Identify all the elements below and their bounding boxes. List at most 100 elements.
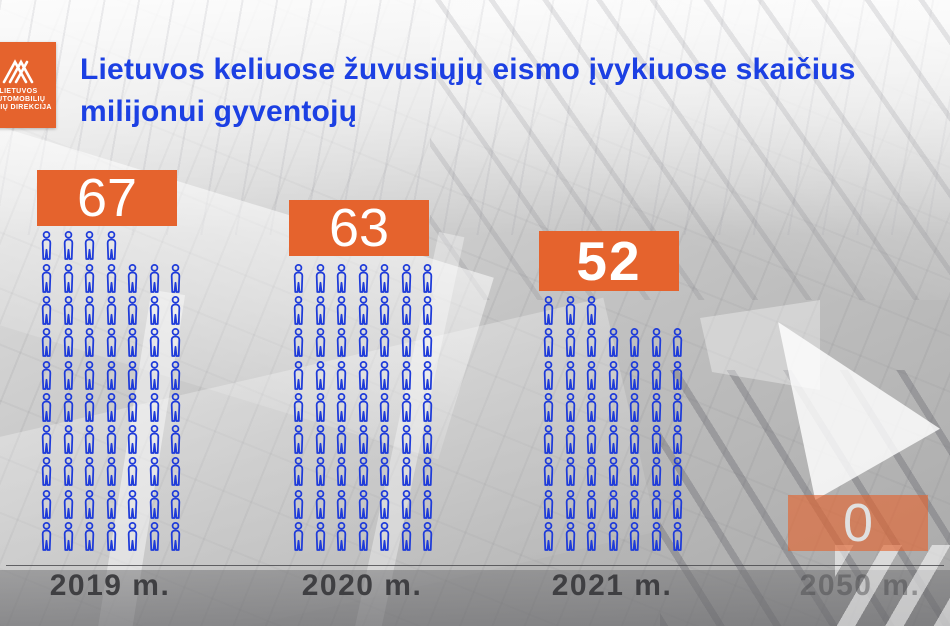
person-icon	[84, 328, 95, 358]
person-icon	[149, 328, 159, 358]
person-icon	[41, 489, 52, 519]
person-icon	[170, 360, 181, 390]
person-icon	[651, 392, 661, 422]
person-icon	[315, 522, 325, 551]
person-icon	[401, 489, 411, 519]
person-icon	[629, 522, 640, 551]
person-icon	[358, 263, 368, 293]
person-icon	[63, 231, 73, 261]
person-icon	[127, 522, 138, 551]
person-icon	[106, 425, 116, 454]
person-icon	[379, 425, 390, 454]
person-icon	[63, 263, 73, 293]
person-icon	[379, 457, 390, 487]
person-icon	[127, 360, 138, 390]
person-icon	[41, 231, 52, 261]
icon-row	[290, 326, 436, 358]
person-icon	[401, 263, 411, 293]
person-icon	[672, 360, 683, 390]
person-icon	[127, 489, 138, 519]
person-icon	[543, 457, 554, 487]
person-icon	[84, 392, 95, 422]
person-icon	[422, 425, 433, 454]
person-icon	[315, 263, 325, 293]
person-icon	[106, 392, 116, 422]
person-icon	[565, 489, 575, 519]
person-icon	[84, 457, 95, 487]
person-icon	[358, 392, 368, 422]
person-icon	[379, 295, 390, 325]
icon-row	[38, 358, 184, 390]
person-icon	[149, 392, 159, 422]
person-icon	[106, 263, 116, 293]
person-icon	[63, 425, 73, 454]
person-icon	[543, 522, 554, 551]
person-icon	[293, 328, 304, 358]
person-icon	[149, 457, 159, 487]
arrow-graphic-tail	[700, 300, 820, 390]
icon-row	[290, 261, 436, 293]
person-icon	[629, 489, 640, 519]
person-icon	[401, 522, 411, 551]
person-icon	[293, 522, 304, 551]
icon-row	[540, 294, 686, 326]
pictogram-grid-2020	[290, 261, 436, 552]
value-badge-2019: 67	[37, 168, 177, 228]
person-icon	[586, 457, 597, 487]
person-icon	[629, 457, 640, 487]
person-icon	[422, 457, 433, 487]
person-icon	[170, 489, 181, 519]
person-icon	[608, 489, 618, 519]
person-icon	[422, 263, 433, 293]
person-icon	[84, 295, 95, 325]
person-icon	[358, 457, 368, 487]
person-icon	[565, 457, 575, 487]
person-icon	[586, 522, 597, 551]
background-diagonal-shadows	[430, 0, 950, 300]
person-icon	[127, 392, 138, 422]
person-icon	[608, 425, 618, 454]
icon-row	[38, 391, 184, 423]
icon-row	[290, 391, 436, 423]
logo-line: AUTOMOBILIŲ	[0, 96, 46, 103]
person-icon	[106, 360, 116, 390]
person-icon	[422, 360, 433, 390]
person-icon	[608, 522, 618, 551]
person-icon	[672, 522, 683, 551]
person-icon	[63, 457, 73, 487]
person-icon	[336, 360, 347, 390]
person-icon	[358, 425, 368, 454]
person-icon	[127, 457, 138, 487]
year-label-2021: 2021 m.	[551, 569, 673, 602]
person-icon	[41, 360, 52, 390]
person-icon	[63, 360, 73, 390]
person-icon	[565, 360, 575, 390]
person-icon	[106, 231, 116, 261]
person-icon	[336, 457, 347, 487]
logo-line: LIETUVOS	[0, 88, 38, 95]
pictogram-grid-2021	[540, 294, 686, 552]
pictogram-grid-2019	[38, 229, 184, 552]
person-icon	[565, 295, 575, 325]
person-icon	[336, 263, 347, 293]
person-icon	[127, 328, 138, 358]
person-icon	[543, 360, 554, 390]
year-label-2020: 2020 m.	[301, 569, 423, 602]
person-icon	[41, 263, 52, 293]
person-icon	[565, 392, 575, 422]
person-icon	[149, 295, 159, 325]
person-icon	[651, 457, 661, 487]
icon-row	[38, 326, 184, 358]
person-icon	[586, 392, 597, 422]
person-icon	[543, 489, 554, 519]
icon-row	[540, 487, 686, 519]
person-icon	[543, 392, 554, 422]
person-icon	[149, 489, 159, 519]
person-icon	[565, 425, 575, 454]
year-label-2050: 2050 m.	[799, 569, 921, 602]
person-icon	[651, 328, 661, 358]
person-icon	[358, 295, 368, 325]
icon-row	[540, 423, 686, 455]
value-badge-2021: 52	[539, 230, 679, 292]
person-icon	[379, 328, 390, 358]
